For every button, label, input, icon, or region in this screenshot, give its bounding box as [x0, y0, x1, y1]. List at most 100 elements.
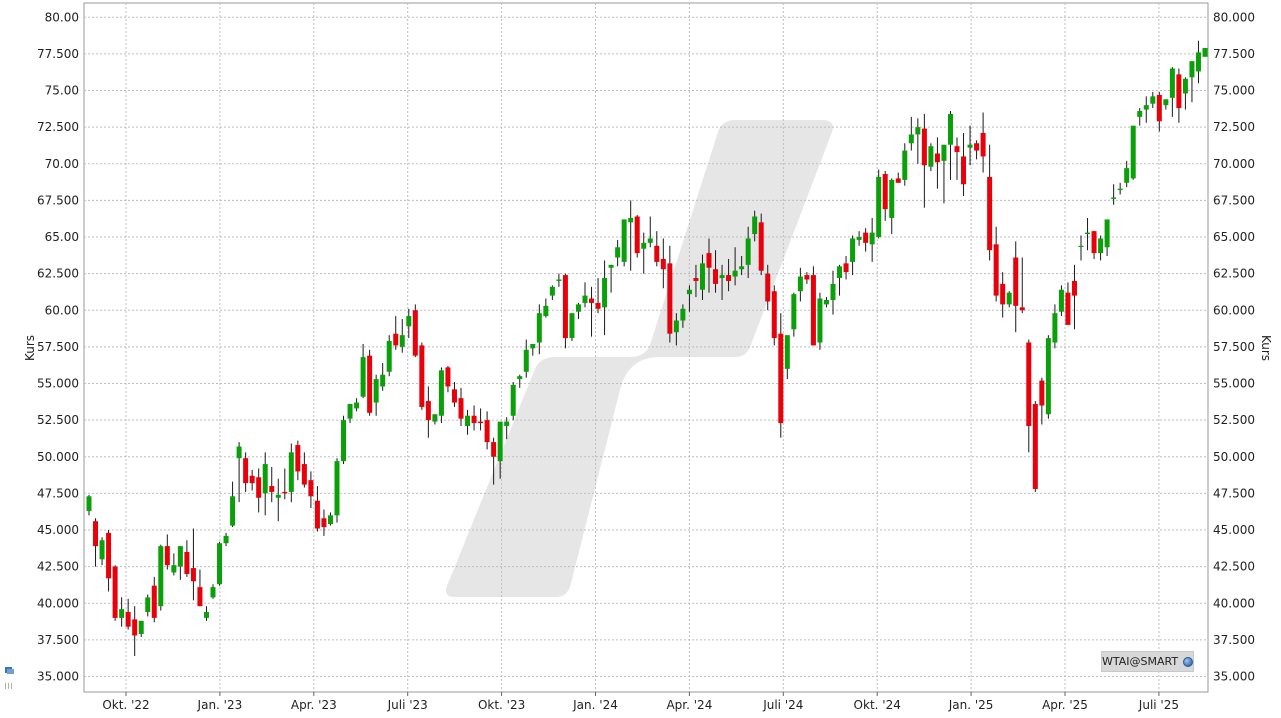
candle [112, 565, 118, 621]
candle [575, 302, 581, 320]
candle [797, 267, 803, 302]
candle [1182, 77, 1188, 110]
y-tick-label-left: 67.500 [37, 193, 79, 207]
candle [197, 569, 203, 607]
x-tick-label: Juli '23 [387, 698, 428, 712]
candle [934, 137, 940, 189]
candle [1104, 219, 1110, 257]
candle [941, 144, 947, 204]
y-tick-label-left: 42.500 [37, 560, 79, 574]
candle [125, 598, 131, 630]
y-tick-label-right: 77.500 [1213, 47, 1255, 61]
candle [1189, 61, 1195, 103]
candle [484, 411, 490, 450]
grid-lines [84, 3, 1208, 692]
y-tick-label-left: 62.500 [37, 267, 79, 281]
candle [680, 304, 686, 328]
y-tick-label-left: 75.00 [45, 84, 79, 98]
symbol-badge[interactable]: WTAI@SMART [1101, 651, 1194, 672]
candle [993, 226, 999, 302]
candle [530, 343, 536, 356]
x-tick-label: Apr. '23 [291, 698, 337, 712]
candle [660, 238, 666, 289]
candle [713, 250, 719, 293]
y-tick-label-right: 40.000 [1213, 596, 1255, 610]
x-tick-label: Okt. '23 [478, 698, 525, 712]
y-tick-label-left: 60.00 [45, 303, 79, 317]
y-tick-label-right: 35.000 [1213, 670, 1255, 684]
x-tick-label: Apr. '24 [666, 698, 712, 712]
y-tick-label-right: 45.000 [1213, 523, 1255, 537]
candle [203, 606, 209, 621]
candle [908, 116, 914, 151]
candle [739, 256, 745, 276]
candle [726, 258, 732, 292]
y-tick-label-right: 65.000 [1213, 230, 1255, 244]
candle [341, 415, 347, 465]
y-axis-left-title: Kurs [23, 335, 37, 361]
candle [1052, 304, 1058, 349]
candle [393, 316, 399, 350]
candle [1000, 272, 1006, 318]
candle [869, 217, 875, 262]
candle [295, 440, 301, 481]
candle [915, 118, 921, 164]
candle [262, 452, 268, 516]
candle [876, 169, 882, 239]
candle [406, 308, 412, 339]
y-tick-label-right: 37.500 [1213, 633, 1255, 647]
candle [589, 286, 595, 337]
candle [380, 362, 386, 391]
candle [837, 264, 843, 296]
candle [373, 374, 379, 416]
y-tick-label-left: 77.500 [37, 47, 79, 61]
candle [784, 335, 790, 380]
candle [158, 544, 164, 611]
candle [771, 285, 777, 346]
candle [184, 540, 190, 577]
x-tick-label: Jan. '25 [948, 698, 994, 712]
candle [1143, 96, 1149, 123]
x-axis-ticks: Okt. '22 Jan. '23 Apr. '23 Juli '23 Okt. '23… [102, 692, 1179, 712]
candle [621, 219, 627, 267]
candle [745, 226, 751, 279]
candle [438, 367, 444, 424]
candle [517, 374, 523, 388]
candle [119, 597, 125, 627]
candle [164, 534, 170, 570]
candle [1150, 91, 1156, 109]
candle [86, 494, 92, 516]
candle [327, 512, 333, 526]
candle [1195, 40, 1201, 84]
candle [1163, 99, 1169, 110]
candle [947, 111, 953, 180]
candle [810, 266, 816, 346]
candle [190, 528, 196, 601]
candle [301, 452, 307, 488]
y-tick-label-right: 70.000 [1213, 157, 1255, 171]
candle [269, 467, 275, 503]
x-tick-label: Jan. '24 [572, 698, 618, 712]
x-tick-label: Apr. '25 [1042, 698, 1088, 712]
candle [1111, 184, 1117, 205]
candle [471, 405, 477, 431]
y-tick-label-left: 65.00 [45, 230, 79, 244]
candle [314, 486, 320, 532]
candle [823, 297, 829, 308]
y-tick-label-left: 52.500 [37, 413, 79, 427]
y-tick-label-right: 47.500 [1213, 486, 1255, 500]
candle [1124, 160, 1130, 188]
y-axis-right-title: Kurs [1259, 335, 1273, 361]
candle [673, 313, 679, 346]
x-tick-label: Juli '24 [762, 698, 803, 712]
y-tick-label-right: 55.000 [1213, 377, 1255, 391]
candle [549, 285, 555, 300]
candle [1045, 335, 1051, 419]
candle [1013, 241, 1019, 333]
candle [817, 292, 823, 350]
candle [732, 247, 738, 286]
candle [171, 553, 177, 576]
x-tick-label: Juli '25 [1138, 698, 1179, 712]
chart-settings-icon[interactable] [4, 665, 16, 691]
candle [93, 518, 99, 567]
